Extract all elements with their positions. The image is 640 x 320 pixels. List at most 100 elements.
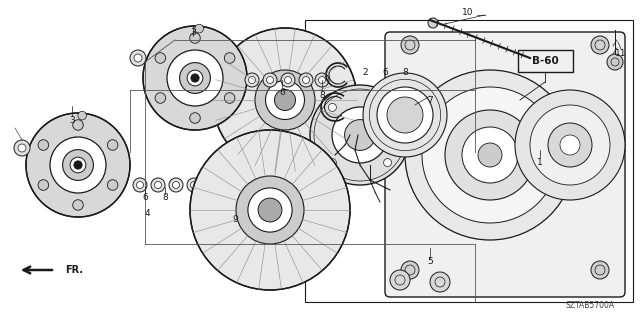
Circle shape bbox=[133, 178, 147, 192]
Text: 8: 8 bbox=[402, 68, 408, 76]
Text: SZTAB5700A: SZTAB5700A bbox=[566, 301, 615, 310]
Circle shape bbox=[319, 76, 326, 84]
Circle shape bbox=[225, 93, 235, 103]
Circle shape bbox=[173, 181, 179, 188]
Circle shape bbox=[136, 181, 143, 188]
Circle shape bbox=[73, 200, 83, 210]
Text: 3: 3 bbox=[69, 116, 75, 124]
Circle shape bbox=[38, 180, 49, 190]
Circle shape bbox=[344, 120, 376, 150]
Circle shape bbox=[363, 73, 447, 157]
Circle shape bbox=[130, 50, 146, 66]
Circle shape bbox=[591, 36, 609, 54]
Circle shape bbox=[154, 181, 161, 188]
Circle shape bbox=[108, 180, 118, 190]
Circle shape bbox=[591, 261, 609, 279]
Circle shape bbox=[560, 135, 580, 155]
Circle shape bbox=[38, 140, 49, 150]
Circle shape bbox=[401, 261, 419, 279]
Circle shape bbox=[383, 103, 392, 111]
Circle shape bbox=[515, 90, 625, 200]
Circle shape bbox=[236, 176, 304, 244]
Circle shape bbox=[63, 150, 93, 180]
Circle shape bbox=[401, 36, 419, 54]
Circle shape bbox=[245, 73, 259, 87]
Circle shape bbox=[187, 70, 203, 86]
Circle shape bbox=[151, 178, 165, 192]
Circle shape bbox=[14, 140, 30, 156]
Circle shape bbox=[285, 76, 291, 84]
Circle shape bbox=[607, 54, 623, 70]
Circle shape bbox=[266, 76, 273, 84]
Circle shape bbox=[26, 113, 130, 217]
Circle shape bbox=[255, 70, 315, 130]
Circle shape bbox=[248, 76, 255, 84]
Circle shape bbox=[143, 26, 247, 130]
Circle shape bbox=[155, 93, 166, 103]
Circle shape bbox=[462, 127, 518, 183]
Bar bbox=[340, 117, 365, 135]
Circle shape bbox=[191, 74, 199, 82]
Circle shape bbox=[187, 178, 201, 192]
Text: 6: 6 bbox=[279, 87, 285, 97]
FancyBboxPatch shape bbox=[385, 32, 625, 297]
Circle shape bbox=[18, 144, 26, 152]
Circle shape bbox=[422, 87, 558, 223]
Text: FR.: FR. bbox=[65, 265, 83, 275]
Circle shape bbox=[275, 90, 296, 110]
Circle shape bbox=[548, 123, 592, 167]
Circle shape bbox=[387, 97, 423, 133]
Circle shape bbox=[225, 53, 235, 63]
Circle shape bbox=[377, 87, 433, 143]
Circle shape bbox=[390, 270, 410, 290]
Text: 3: 3 bbox=[190, 28, 196, 36]
Bar bbox=[518, 50, 573, 72]
Text: 8: 8 bbox=[162, 194, 168, 203]
Text: B-60: B-60 bbox=[532, 56, 558, 66]
Circle shape bbox=[299, 73, 313, 87]
Circle shape bbox=[134, 54, 142, 62]
Circle shape bbox=[213, 28, 357, 172]
Bar bbox=[305, 20, 633, 302]
Circle shape bbox=[328, 159, 337, 166]
Circle shape bbox=[445, 110, 535, 200]
Text: 10: 10 bbox=[462, 7, 474, 17]
Circle shape bbox=[266, 81, 305, 119]
Text: 9: 9 bbox=[232, 215, 238, 225]
Circle shape bbox=[315, 73, 329, 87]
Circle shape bbox=[405, 70, 575, 240]
Circle shape bbox=[328, 103, 337, 111]
Circle shape bbox=[73, 120, 83, 130]
Circle shape bbox=[169, 178, 183, 192]
Circle shape bbox=[383, 159, 392, 166]
Circle shape bbox=[263, 73, 277, 87]
Circle shape bbox=[78, 111, 86, 120]
Circle shape bbox=[167, 50, 223, 106]
Circle shape bbox=[189, 33, 200, 43]
Text: 4: 4 bbox=[144, 209, 150, 218]
Circle shape bbox=[303, 76, 310, 84]
Circle shape bbox=[70, 157, 86, 173]
Circle shape bbox=[191, 181, 198, 188]
Circle shape bbox=[180, 63, 211, 93]
Circle shape bbox=[478, 143, 502, 167]
Circle shape bbox=[310, 85, 410, 185]
Circle shape bbox=[155, 53, 166, 63]
Circle shape bbox=[281, 73, 295, 87]
Text: 6: 6 bbox=[382, 68, 388, 76]
Circle shape bbox=[248, 188, 292, 232]
Circle shape bbox=[258, 198, 282, 222]
Circle shape bbox=[430, 272, 450, 292]
Text: 5: 5 bbox=[427, 258, 433, 267]
Text: 7: 7 bbox=[427, 95, 433, 105]
Circle shape bbox=[108, 140, 118, 150]
Circle shape bbox=[428, 18, 438, 28]
Text: 11: 11 bbox=[615, 49, 627, 58]
Text: 2: 2 bbox=[362, 68, 368, 76]
Text: 8: 8 bbox=[319, 91, 325, 100]
Text: 6: 6 bbox=[142, 194, 148, 203]
Circle shape bbox=[190, 130, 350, 290]
Circle shape bbox=[50, 137, 106, 193]
Circle shape bbox=[189, 113, 200, 123]
Circle shape bbox=[530, 105, 610, 185]
